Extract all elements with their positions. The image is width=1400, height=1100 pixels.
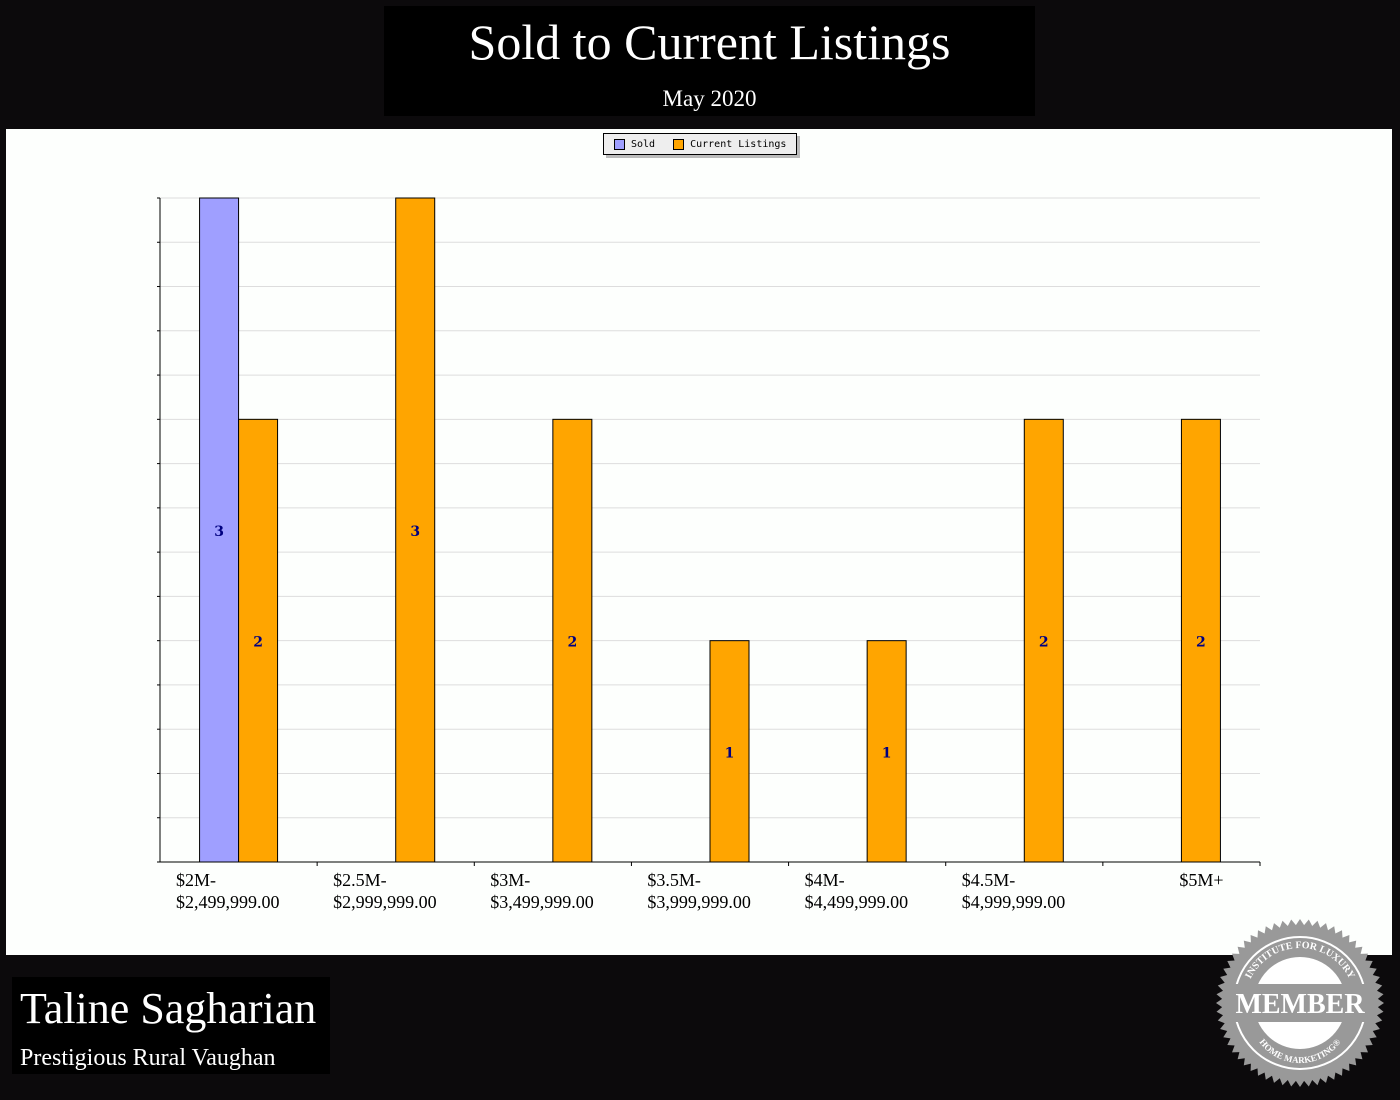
legend-label-sold: Sold: [631, 138, 656, 150]
data-label: 2: [253, 635, 263, 651]
x-tick-label: $4,999,999.00: [962, 892, 1066, 912]
x-tick-label: $2,999,999.00: [333, 892, 437, 912]
title-box: Sold to Current Listings May 2020: [384, 6, 1035, 116]
x-tick-label: $4M-: [805, 870, 845, 890]
x-tick-label: $3,499,999.00: [490, 892, 594, 912]
agent-box: Taline Sagharian Prestigious Rural Vaugh…: [12, 977, 330, 1074]
chart-title: Sold to Current Listings: [468, 14, 951, 70]
brokerage-name: Prestigious Rural Vaughan: [20, 1045, 276, 1071]
data-label: 1: [725, 745, 735, 761]
x-tick-label: $3,999,999.00: [647, 892, 751, 912]
bar-current-listings: [709, 640, 750, 863]
x-tick-label: $4,499,999.00: [805, 892, 909, 912]
x-tick-label: $5M+: [1179, 870, 1223, 890]
chart-subtitle: May 2020: [662, 86, 757, 111]
legend-label-current: Current Listings: [690, 138, 787, 150]
x-tick-label: $3.5M-: [647, 870, 701, 890]
x-tick-label: $4.5M-: [962, 870, 1016, 890]
member-badge-logo: MEMBER INSTITUTE FOR LUXURY HOME MARKETI…: [1216, 919, 1384, 1087]
bar-current-listings: [395, 197, 436, 863]
data-label: 2: [1039, 635, 1049, 651]
badge-center-text: MEMBER: [1235, 989, 1365, 1020]
agent-name: Taline Sagharian: [20, 984, 317, 1033]
bar-current-listings: [866, 640, 907, 863]
x-tick-label: $2M-: [176, 870, 216, 890]
legend-swatch-sold: [614, 138, 625, 150]
bar-current-listings: [552, 418, 593, 863]
legend-swatch-current: [673, 138, 685, 150]
data-label: 1: [882, 745, 892, 761]
data-label: 3: [410, 524, 420, 540]
bar-current-listings: [238, 418, 279, 863]
bar-current-listings: [1023, 418, 1064, 863]
bar-current-listings: [1180, 418, 1221, 863]
data-label: 2: [567, 635, 577, 651]
x-tick-label: $2.5M-: [333, 870, 387, 890]
data-label: 2: [1196, 635, 1206, 651]
x-tick-label: $3M-: [490, 870, 530, 890]
x-tick-label: $2,499,999.00: [176, 892, 280, 912]
legend: Sold Current Listings: [603, 133, 797, 155]
data-label: 3: [214, 524, 224, 540]
